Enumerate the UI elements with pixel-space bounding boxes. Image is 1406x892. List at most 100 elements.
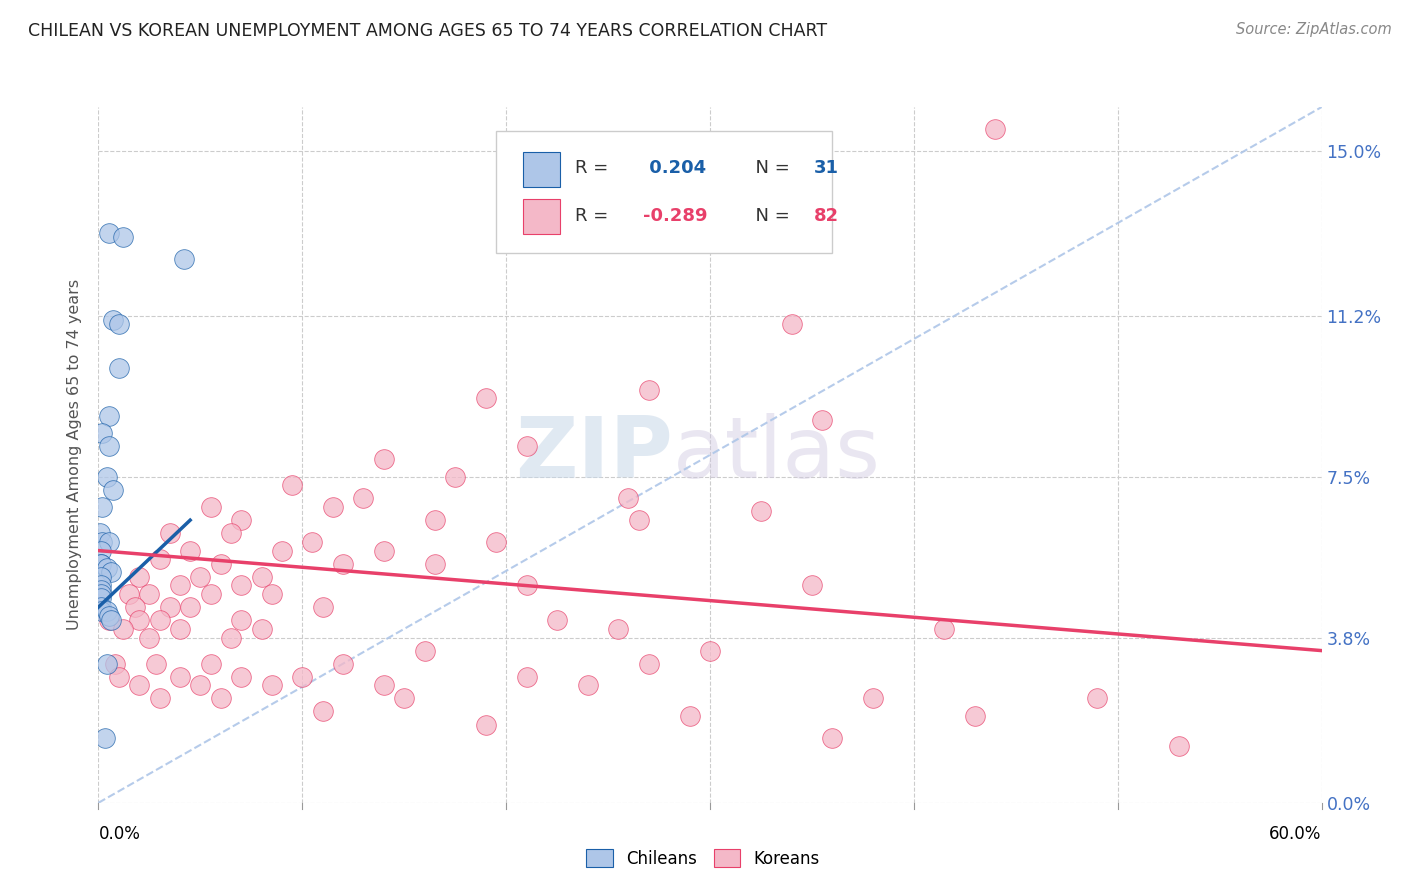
Point bbox=[124, 600, 146, 615]
Point bbox=[312, 705, 335, 719]
Point bbox=[159, 526, 181, 541]
Point bbox=[97, 226, 120, 240]
Point bbox=[128, 613, 150, 627]
Point bbox=[179, 543, 201, 558]
Text: -0.289: -0.289 bbox=[643, 207, 707, 226]
Text: 82: 82 bbox=[814, 207, 839, 226]
Point bbox=[373, 452, 395, 467]
Point bbox=[281, 478, 304, 492]
Point bbox=[128, 678, 150, 692]
Point bbox=[617, 491, 640, 506]
Point bbox=[984, 121, 1007, 136]
Point bbox=[209, 691, 232, 706]
Text: 0.0%: 0.0% bbox=[98, 825, 141, 843]
Point bbox=[188, 570, 212, 584]
Point bbox=[209, 557, 232, 571]
Text: R =: R = bbox=[575, 160, 614, 178]
Point bbox=[801, 578, 824, 592]
Text: 31: 31 bbox=[814, 160, 839, 178]
Point bbox=[90, 600, 112, 615]
Point bbox=[576, 678, 599, 692]
Point bbox=[108, 360, 131, 375]
Point bbox=[100, 566, 122, 580]
Point bbox=[219, 631, 242, 645]
Point bbox=[444, 469, 467, 483]
Point bbox=[231, 613, 253, 627]
Point bbox=[97, 608, 120, 623]
Point bbox=[250, 622, 273, 636]
Point bbox=[260, 587, 283, 601]
Point bbox=[111, 230, 134, 244]
FancyBboxPatch shape bbox=[523, 199, 560, 234]
Point bbox=[90, 582, 112, 597]
Point bbox=[679, 708, 702, 723]
Point bbox=[149, 552, 172, 566]
Point bbox=[138, 631, 160, 645]
Point bbox=[97, 409, 120, 423]
Point bbox=[231, 513, 253, 527]
Point bbox=[128, 570, 150, 584]
Point bbox=[231, 578, 253, 592]
Text: N =: N = bbox=[744, 160, 796, 178]
Point bbox=[474, 392, 498, 406]
Point bbox=[138, 587, 160, 601]
Point bbox=[423, 557, 446, 571]
Text: N =: N = bbox=[744, 207, 796, 226]
Point bbox=[96, 561, 118, 575]
Point bbox=[91, 500, 114, 514]
Point bbox=[108, 670, 131, 684]
FancyBboxPatch shape bbox=[523, 153, 560, 187]
Point bbox=[90, 587, 112, 601]
Point bbox=[821, 731, 844, 745]
Point bbox=[862, 691, 884, 706]
Point bbox=[485, 535, 508, 549]
Point bbox=[811, 413, 834, 427]
Point bbox=[111, 622, 134, 636]
Point bbox=[516, 439, 538, 453]
Point bbox=[219, 526, 242, 541]
Point bbox=[145, 657, 167, 671]
Point bbox=[90, 570, 112, 584]
Text: atlas: atlas bbox=[673, 413, 882, 497]
Point bbox=[322, 500, 344, 514]
Point bbox=[149, 613, 172, 627]
Point bbox=[312, 600, 335, 615]
Point bbox=[89, 526, 111, 541]
Point bbox=[638, 657, 661, 671]
Point bbox=[90, 605, 112, 619]
Point bbox=[934, 622, 956, 636]
Point bbox=[200, 500, 222, 514]
Point bbox=[90, 591, 112, 606]
Point bbox=[250, 570, 273, 584]
Point bbox=[96, 657, 118, 671]
Point bbox=[474, 717, 498, 731]
Point bbox=[188, 678, 212, 692]
Point bbox=[780, 318, 803, 332]
Point bbox=[291, 670, 314, 684]
Point bbox=[1085, 691, 1108, 706]
Point bbox=[332, 657, 354, 671]
Point bbox=[332, 557, 354, 571]
Point bbox=[118, 587, 141, 601]
Point bbox=[260, 678, 283, 692]
Point bbox=[169, 670, 191, 684]
Point bbox=[423, 513, 446, 527]
Point bbox=[90, 578, 112, 592]
Point bbox=[352, 491, 374, 506]
Text: CHILEAN VS KOREAN UNEMPLOYMENT AMONG AGES 65 TO 74 YEARS CORRELATION CHART: CHILEAN VS KOREAN UNEMPLOYMENT AMONG AGE… bbox=[28, 22, 827, 40]
Point bbox=[91, 535, 114, 549]
Point bbox=[373, 543, 395, 558]
Point bbox=[179, 600, 201, 615]
Point bbox=[200, 587, 222, 601]
Point bbox=[413, 643, 436, 657]
Point bbox=[516, 670, 538, 684]
Point bbox=[108, 318, 131, 332]
Text: R =: R = bbox=[575, 207, 614, 226]
Point bbox=[638, 383, 661, 397]
Point bbox=[392, 691, 416, 706]
Text: Source: ZipAtlas.com: Source: ZipAtlas.com bbox=[1236, 22, 1392, 37]
Point bbox=[546, 613, 568, 627]
Legend: Chileans, Koreans: Chileans, Koreans bbox=[579, 843, 827, 874]
Point bbox=[169, 622, 191, 636]
Point bbox=[100, 613, 122, 627]
